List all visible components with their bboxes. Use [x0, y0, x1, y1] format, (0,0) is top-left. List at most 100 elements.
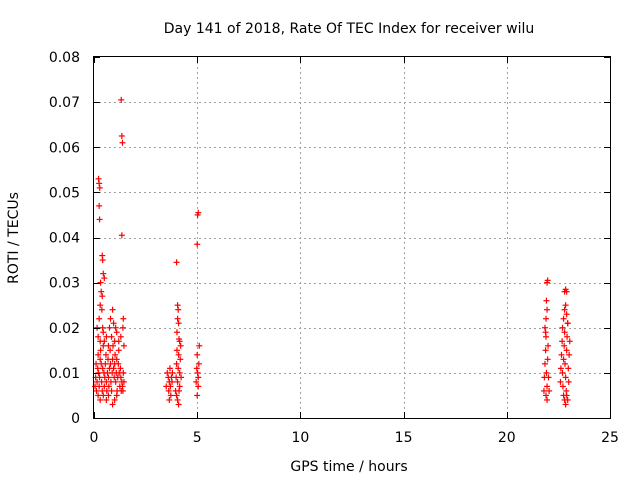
data-point: [120, 342, 127, 349]
data-point: [99, 293, 106, 300]
data-point: [119, 324, 126, 331]
x-axis-label: GPS time / hours: [290, 459, 407, 475]
data-point: [175, 365, 182, 372]
data-point: [566, 351, 573, 358]
axis-ticks: [94, 57, 611, 419]
data-point: [175, 320, 182, 327]
data-point: [93, 360, 100, 367]
data-point: [115, 338, 122, 345]
data-point: [196, 342, 203, 349]
data-point: [174, 302, 181, 309]
data-point: [560, 356, 567, 363]
data-point: [107, 315, 114, 322]
data-point: [175, 351, 182, 358]
data-point: [564, 320, 571, 327]
data-point: [111, 396, 118, 403]
data-point: [105, 342, 112, 349]
data-point: [195, 360, 202, 367]
data-point: [164, 369, 171, 376]
x-tick-label: 15: [395, 430, 413, 446]
data-point: [542, 347, 549, 354]
data-point: [560, 315, 567, 322]
data-point: [112, 324, 119, 331]
x-tick-label: 5: [193, 430, 202, 446]
data-point: [108, 387, 115, 394]
data-point: [545, 342, 552, 349]
data-point: [96, 315, 103, 322]
data-point: [110, 365, 117, 372]
data-point: [541, 360, 548, 367]
data-point: [96, 216, 103, 223]
data-point: [545, 374, 552, 381]
data-point: [100, 329, 107, 336]
data-points: [92, 96, 573, 408]
data-point: [166, 365, 173, 372]
data-point: [115, 347, 122, 354]
data-point: [166, 396, 173, 403]
data-point: [559, 383, 566, 390]
data-point: [118, 132, 125, 139]
data-point: [543, 369, 550, 376]
y-tick-label: 0.07: [49, 95, 80, 111]
data-point: [95, 351, 102, 358]
data-point: [96, 374, 103, 381]
data-point: [543, 297, 550, 304]
data-point: [95, 333, 102, 340]
data-point: [100, 342, 107, 349]
data-point: [174, 378, 181, 385]
data-point: [173, 259, 180, 266]
data-point: [119, 387, 126, 394]
data-point: [557, 365, 564, 372]
data-point: [177, 342, 184, 349]
data-point: [195, 209, 202, 216]
data-point: [112, 351, 119, 358]
data-point: [120, 378, 127, 385]
data-point: [193, 378, 200, 385]
data-point: [120, 369, 127, 376]
data-point: [562, 401, 569, 408]
data-point: [177, 356, 184, 363]
data-point: [115, 360, 122, 367]
data-point: [117, 365, 124, 372]
data-point: [563, 311, 570, 318]
chart-title: Day 141 of 2018, Rate Of TEC Index for r…: [164, 21, 534, 37]
data-point: [561, 329, 568, 336]
data-point: [99, 257, 106, 264]
data-point: [559, 338, 566, 345]
data-point: [176, 387, 183, 394]
data-point: [543, 315, 550, 322]
data-point: [194, 241, 201, 248]
data-point: [99, 324, 106, 331]
data-point: [117, 333, 124, 340]
data-point: [109, 401, 116, 408]
data-point: [105, 383, 112, 390]
data-point: [169, 369, 176, 376]
data-point: [561, 342, 568, 349]
data-point: [97, 279, 104, 286]
data-point: [108, 333, 115, 340]
data-point: [566, 338, 573, 345]
data-point: [193, 365, 200, 372]
data-point: [195, 374, 202, 381]
data-point: [95, 369, 102, 376]
data-point: [542, 329, 549, 336]
data-point: [113, 392, 120, 399]
data-point: [103, 396, 110, 403]
data-point: [558, 351, 565, 358]
x-tick-labels: 0 5 10 15 20 25: [90, 430, 619, 446]
data-point: [540, 387, 547, 394]
data-point: [120, 315, 127, 322]
y-tick-label: 0.06: [49, 140, 80, 156]
plot-frame: [93, 56, 611, 419]
data-point: [544, 277, 551, 284]
data-point: [178, 374, 185, 381]
data-point: [98, 288, 105, 295]
data-point: [543, 392, 550, 399]
data-point: [194, 351, 201, 358]
y-tick-label: 0.03: [49, 276, 80, 292]
data-point: [113, 329, 120, 336]
data-point: [113, 356, 120, 363]
data-point: [562, 302, 569, 309]
data-point: [106, 324, 113, 331]
